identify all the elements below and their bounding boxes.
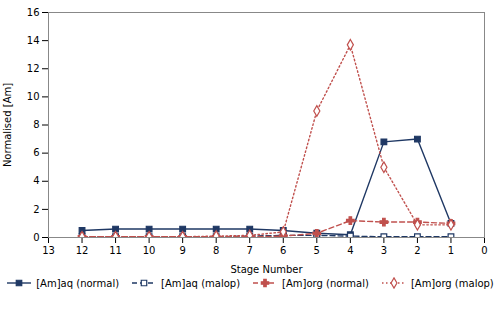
html-text:[Am]org (malop): [Am]org (malop) — [410, 277, 494, 289]
svg-text:2: 2 — [414, 245, 420, 256]
svg-text:Normalised [Am]: Normalised [Am] — [2, 83, 13, 167]
svg-text:14: 14 — [27, 35, 40, 46]
svg-text:5: 5 — [314, 245, 320, 256]
svg-text:10: 10 — [27, 91, 40, 102]
svg-text:0: 0 — [33, 232, 39, 243]
svg-text:0: 0 — [481, 245, 487, 256]
svg-text:11: 11 — [109, 245, 122, 256]
svg-text:13: 13 — [42, 245, 55, 256]
svg-text:1: 1 — [448, 245, 454, 256]
svg-text:12: 12 — [76, 245, 89, 256]
html-text:[Am]aq (normal): [Am]aq (normal) — [36, 277, 120, 289]
svg-text:2: 2 — [33, 204, 39, 215]
svg-text:6: 6 — [280, 245, 286, 256]
svg-text:8: 8 — [33, 119, 39, 130]
svg-text:16: 16 — [27, 7, 40, 18]
html-text:[Am]org (normal): [Am]org (normal) — [282, 277, 369, 289]
svg-text:Stage Number: Stage Number — [230, 264, 303, 275]
svg-text:3: 3 — [381, 245, 387, 256]
svg-text:10: 10 — [143, 245, 156, 256]
svg-text:6: 6 — [33, 147, 39, 158]
svg-text:8: 8 — [213, 245, 219, 256]
svg-text:4: 4 — [33, 175, 39, 186]
svg-text:9: 9 — [179, 245, 185, 256]
html-text:[Am]aq (malop): [Am]aq (malop) — [161, 277, 241, 289]
svg-text:12: 12 — [27, 63, 40, 74]
svg-text:7: 7 — [247, 245, 253, 256]
svg-text:4: 4 — [347, 245, 353, 256]
